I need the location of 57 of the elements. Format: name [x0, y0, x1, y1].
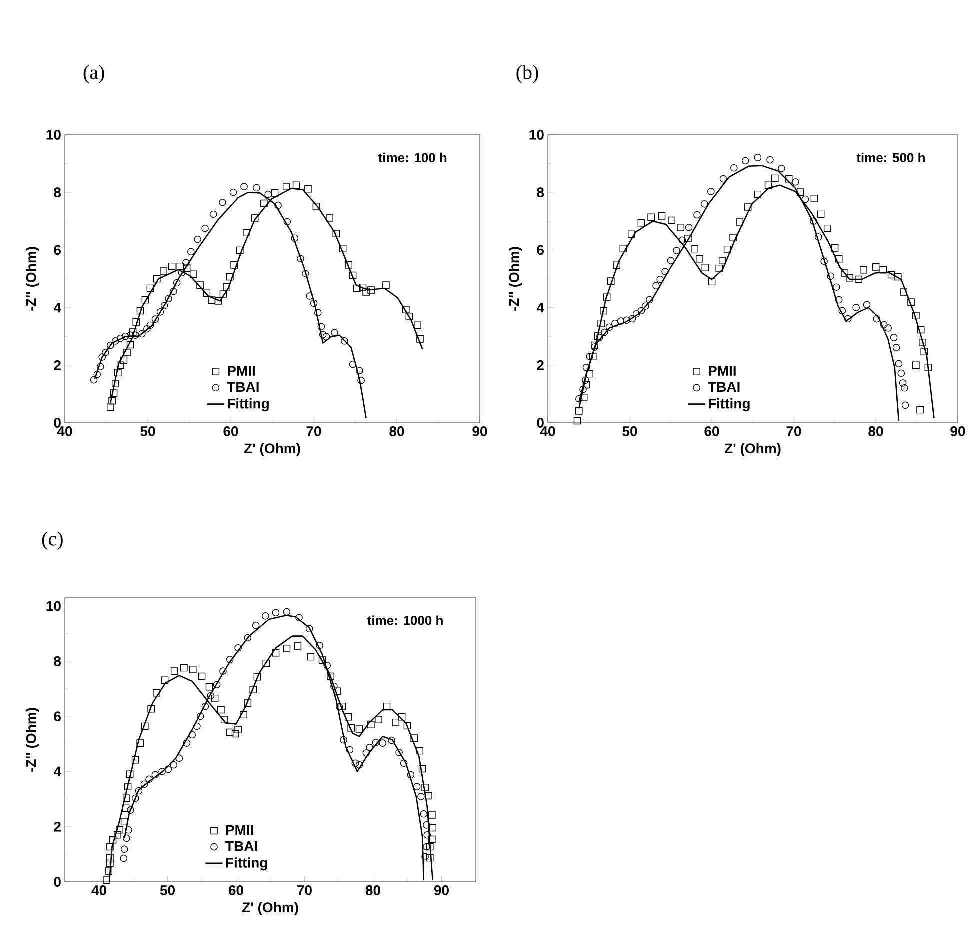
x-tick-label: 60: [224, 426, 238, 436]
legend-label: TBAI: [227, 382, 259, 392]
y-tick-label: 10: [530, 130, 544, 140]
x-tick-label: 50: [160, 886, 175, 896]
y-tick-label: 2: [54, 822, 61, 832]
x-tick-label: 90: [434, 886, 449, 896]
x-tick-label: 70: [298, 886, 312, 896]
x-tick-label: 80: [366, 886, 380, 896]
y-tick-label: 10: [46, 130, 61, 140]
y-tick-label: 6: [54, 712, 61, 722]
y-tick-label: 6: [54, 245, 61, 256]
y-tick-label: 0: [54, 877, 61, 887]
x-axis-title: Z' (Ohm): [242, 902, 298, 916]
x-axis-title: Z' (Ohm): [724, 443, 781, 456]
legend-label: TBAI: [226, 841, 258, 852]
x-tick-label: 60: [228, 886, 244, 896]
x-tick-label: 40: [540, 426, 556, 436]
y-tick-label: 8: [54, 188, 62, 198]
chart-title: (b): [516, 65, 538, 84]
y-axis-title: -Z'' (Ohm): [508, 247, 522, 311]
x-axis-title: Z' (Ohm): [244, 443, 300, 456]
x-tick-label: 80: [390, 426, 404, 436]
legend-label: Fitting: [708, 398, 750, 412]
x-tick-label: 70: [306, 426, 322, 436]
y-tick-label: 2: [537, 360, 544, 370]
legend-label: Fitting: [228, 398, 269, 412]
y-tick-label: 4: [54, 302, 62, 313]
x-tick-label: 50: [140, 426, 156, 436]
y-tick-label: 4: [54, 766, 62, 777]
y-tick-label: 8: [54, 656, 62, 666]
x-tick-label: 90: [950, 426, 966, 436]
x-tick-label: 50: [622, 426, 638, 436]
chart-title: (a): [84, 65, 104, 84]
x-tick-label: 80: [868, 426, 884, 436]
legend-label: PMII: [226, 825, 254, 835]
legend-label: PMII: [228, 366, 255, 376]
y-tick-label: 0: [54, 418, 61, 428]
annotation: time: 1000 h: [368, 616, 443, 626]
annotation: time: 500 h: [856, 152, 925, 162]
annotation: time: 100 h: [378, 152, 447, 162]
x-tick-label: 40: [92, 886, 106, 896]
legend-label: Fitting: [226, 858, 268, 871]
x-tick-label: 40: [57, 426, 72, 436]
y-tick-label: 6: [537, 245, 544, 256]
y-axis-title: -Z'' (Ohm): [26, 708, 40, 772]
x-tick-label: 90: [472, 426, 488, 436]
y-tick-label: 0: [537, 418, 544, 428]
legend-label: PMII: [708, 366, 736, 376]
y-tick-label: 4: [536, 302, 544, 313]
x-tick-label: 60: [704, 426, 720, 436]
y-tick-label: 2: [54, 360, 61, 370]
y-tick-label: 8: [537, 188, 544, 198]
legend-label: TBAI: [708, 382, 740, 392]
y-axis-title: -Z'' (Ohm): [26, 247, 40, 311]
chart-title: (c): [42, 532, 63, 550]
y-tick-label: 10: [46, 601, 61, 612]
x-tick-label: 70: [786, 426, 802, 436]
